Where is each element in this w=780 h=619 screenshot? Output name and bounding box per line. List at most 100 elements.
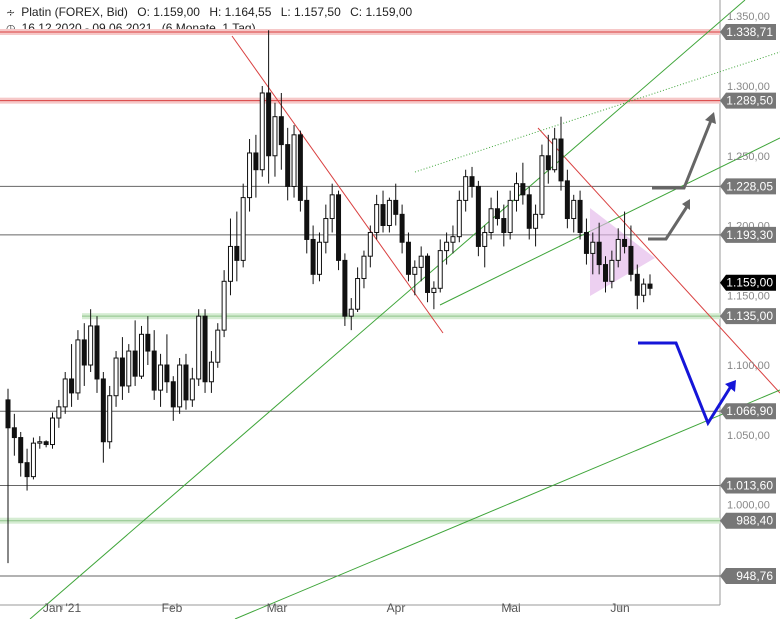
level-label-bg <box>720 92 776 109</box>
candle-body <box>571 199 577 220</box>
low-value: L: 1.157,50 <box>280 5 341 19</box>
candle <box>450 225 456 254</box>
candle-body <box>196 315 202 380</box>
candle-body <box>183 364 189 401</box>
x-tick-label: Feb <box>162 601 183 615</box>
candle-body <box>49 417 55 446</box>
candle <box>297 130 303 212</box>
x-tick-label: Jan '21 <box>43 601 82 615</box>
candle-body <box>526 194 532 229</box>
candle <box>501 204 507 247</box>
candle-body <box>94 325 100 380</box>
candle <box>399 204 405 254</box>
candle <box>177 358 183 414</box>
candle-body <box>405 241 411 275</box>
candle-body <box>132 350 138 377</box>
candle <box>564 169 570 229</box>
candle <box>189 367 195 407</box>
candle-body <box>177 364 183 408</box>
candle <box>336 190 342 271</box>
candle <box>24 448 30 491</box>
candle <box>590 232 596 275</box>
candle <box>405 232 411 282</box>
candle-body <box>240 197 246 261</box>
candle <box>259 86 265 177</box>
gray-arrowhead-2 <box>705 112 716 124</box>
candle <box>145 316 151 366</box>
candle <box>539 144 545 219</box>
candle-body <box>539 155 545 215</box>
candle <box>418 246 424 282</box>
candle-body <box>603 264 609 282</box>
candle-body <box>514 183 520 201</box>
candle-body <box>138 333 144 377</box>
candle <box>444 232 450 265</box>
candle <box>571 194 577 233</box>
green-channel-lower <box>439 137 780 306</box>
candle <box>208 351 214 393</box>
candle <box>386 197 392 233</box>
candle <box>520 162 526 205</box>
candle-body <box>622 238 628 247</box>
candle <box>456 190 462 243</box>
y-tick-label: 1.300,00 <box>727 81 770 93</box>
x-tick-label: Mai <box>501 601 520 615</box>
candle <box>126 344 132 393</box>
candle-body <box>355 278 361 310</box>
candle-body <box>119 357 125 387</box>
candle <box>158 353 164 407</box>
level-label: 1.193,30 <box>726 228 773 242</box>
level-label-bg <box>720 308 776 325</box>
y-tick-label: 1.100,00 <box>727 360 770 372</box>
candle <box>603 256 609 293</box>
level-label: 1.013,60 <box>726 479 773 493</box>
candle <box>558 116 564 191</box>
candle-body <box>380 204 386 227</box>
candle-body <box>386 199 392 227</box>
candle-body <box>437 250 443 289</box>
candle <box>348 298 354 331</box>
candle <box>609 250 615 289</box>
level-label-bg <box>720 568 776 584</box>
candle-body <box>552 138 558 171</box>
candle <box>253 134 259 198</box>
instrument-title: Platin (FOREX, Bid) <box>21 5 128 19</box>
candle-body <box>641 283 647 296</box>
candle <box>494 190 500 226</box>
candlestick-icon: ∻ <box>6 7 16 19</box>
candle-body <box>463 176 469 201</box>
gray-arrowhead-1 <box>682 199 690 210</box>
candle <box>437 239 443 293</box>
candle <box>119 337 125 400</box>
y-tick-label: 1.350,00 <box>727 11 770 23</box>
close-value: C: 1.159,00 <box>350 5 413 19</box>
green-trendline-1 <box>29 0 746 619</box>
candle <box>69 344 75 407</box>
candle-body <box>367 231 373 257</box>
candle <box>285 127 291 201</box>
candle <box>196 309 202 386</box>
candle <box>393 183 399 226</box>
candle-body <box>81 339 87 366</box>
candle-body <box>583 231 589 254</box>
candle-body <box>100 378 106 443</box>
candle-body <box>507 199 513 233</box>
candle <box>75 330 81 400</box>
candle-body <box>336 194 342 261</box>
candle-body <box>323 218 329 243</box>
candle <box>56 399 62 428</box>
candle-body <box>5 399 11 429</box>
candle-body <box>304 199 310 240</box>
candle <box>132 320 138 386</box>
candle-body <box>310 238 316 275</box>
candle <box>641 278 647 303</box>
candle-body <box>278 116 284 146</box>
candle-body <box>221 280 227 331</box>
red-trendline-1 <box>231 35 444 334</box>
candle-body <box>393 199 399 215</box>
blue-scenario-arrow <box>638 341 735 427</box>
candle <box>234 211 240 282</box>
candle <box>425 253 431 303</box>
candle-body <box>520 183 526 196</box>
